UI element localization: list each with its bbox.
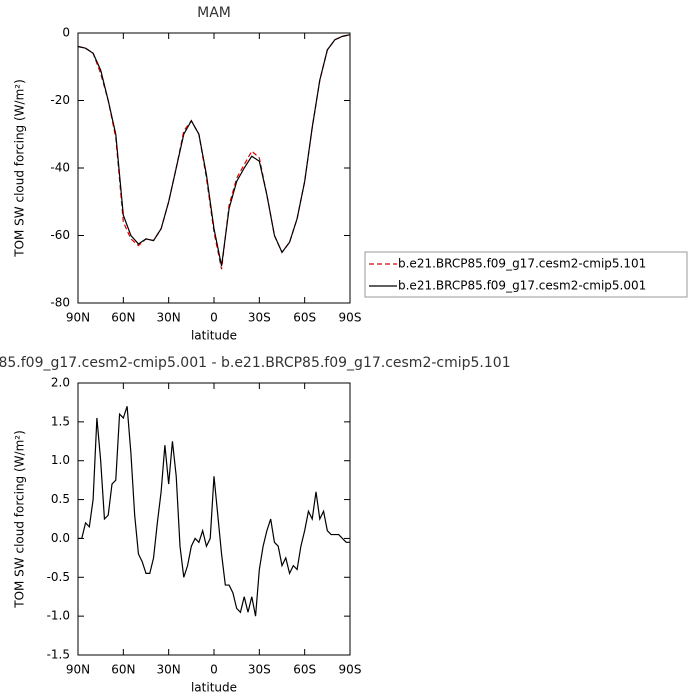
y-tick-label: -1.0 [47, 609, 70, 623]
x-tick-label: 90N [66, 663, 90, 677]
chart-title: MAM [197, 5, 231, 21]
plot-frame [77, 32, 351, 304]
y-tick-label: 0.0 [51, 531, 70, 545]
y-tick-label: -80 [50, 296, 70, 310]
legend-label: b.e21.BRCP85.f09_g17.cesm2-cmip5.101 [398, 257, 646, 271]
x-tick-label: 30N [157, 311, 181, 325]
legend-label: b.e21.BRCP85.f09_g17.cesm2-cmip5.001 [398, 279, 646, 293]
y-tick-label: -0.5 [47, 570, 70, 584]
x-tick-label: 90N [66, 311, 90, 325]
x-tick-label: 90S [339, 663, 362, 677]
y-tick-label: -60 [50, 228, 70, 242]
plot-frame [77, 382, 351, 656]
y-tick-label: -20 [50, 93, 70, 107]
x-axis-label: latitude [191, 329, 237, 343]
y-axis-label: TOM SW cloud forcing (W/m²) [13, 430, 27, 609]
y-tick-label: 1.5 [51, 414, 70, 428]
x-tick-label: 0 [210, 311, 218, 325]
y-tick-label: -40 [50, 161, 70, 175]
legend-box [364, 251, 688, 298]
x-tick-label: 60N [111, 311, 135, 325]
y-tick-label: -1.5 [47, 648, 70, 662]
y-tick-label: 2.0 [51, 376, 70, 390]
x-tick-label: 90S [339, 311, 362, 325]
x-tick-label: 30N [157, 663, 181, 677]
data-line [78, 406, 350, 617]
y-tick-label: 0.5 [51, 492, 70, 506]
x-tick-label: 30S [248, 311, 271, 325]
x-tick-label: 0 [210, 663, 218, 677]
x-tick-label: 60S [293, 663, 316, 677]
y-tick-label: 1.0 [51, 453, 70, 467]
y-axis-label: TOM SW cloud forcing (W/m²) [13, 79, 27, 258]
chart-title: b.e21.BRCP85.f09_g17.cesm2-cmip5.001 - b… [0, 355, 511, 371]
x-tick-label: 30S [248, 663, 271, 677]
data-line [77, 34, 351, 266]
x-axis-label: latitude [191, 681, 237, 695]
y-tick-label: 0 [62, 26, 70, 40]
x-tick-label: 60S [293, 311, 316, 325]
x-tick-label: 60N [111, 663, 135, 677]
